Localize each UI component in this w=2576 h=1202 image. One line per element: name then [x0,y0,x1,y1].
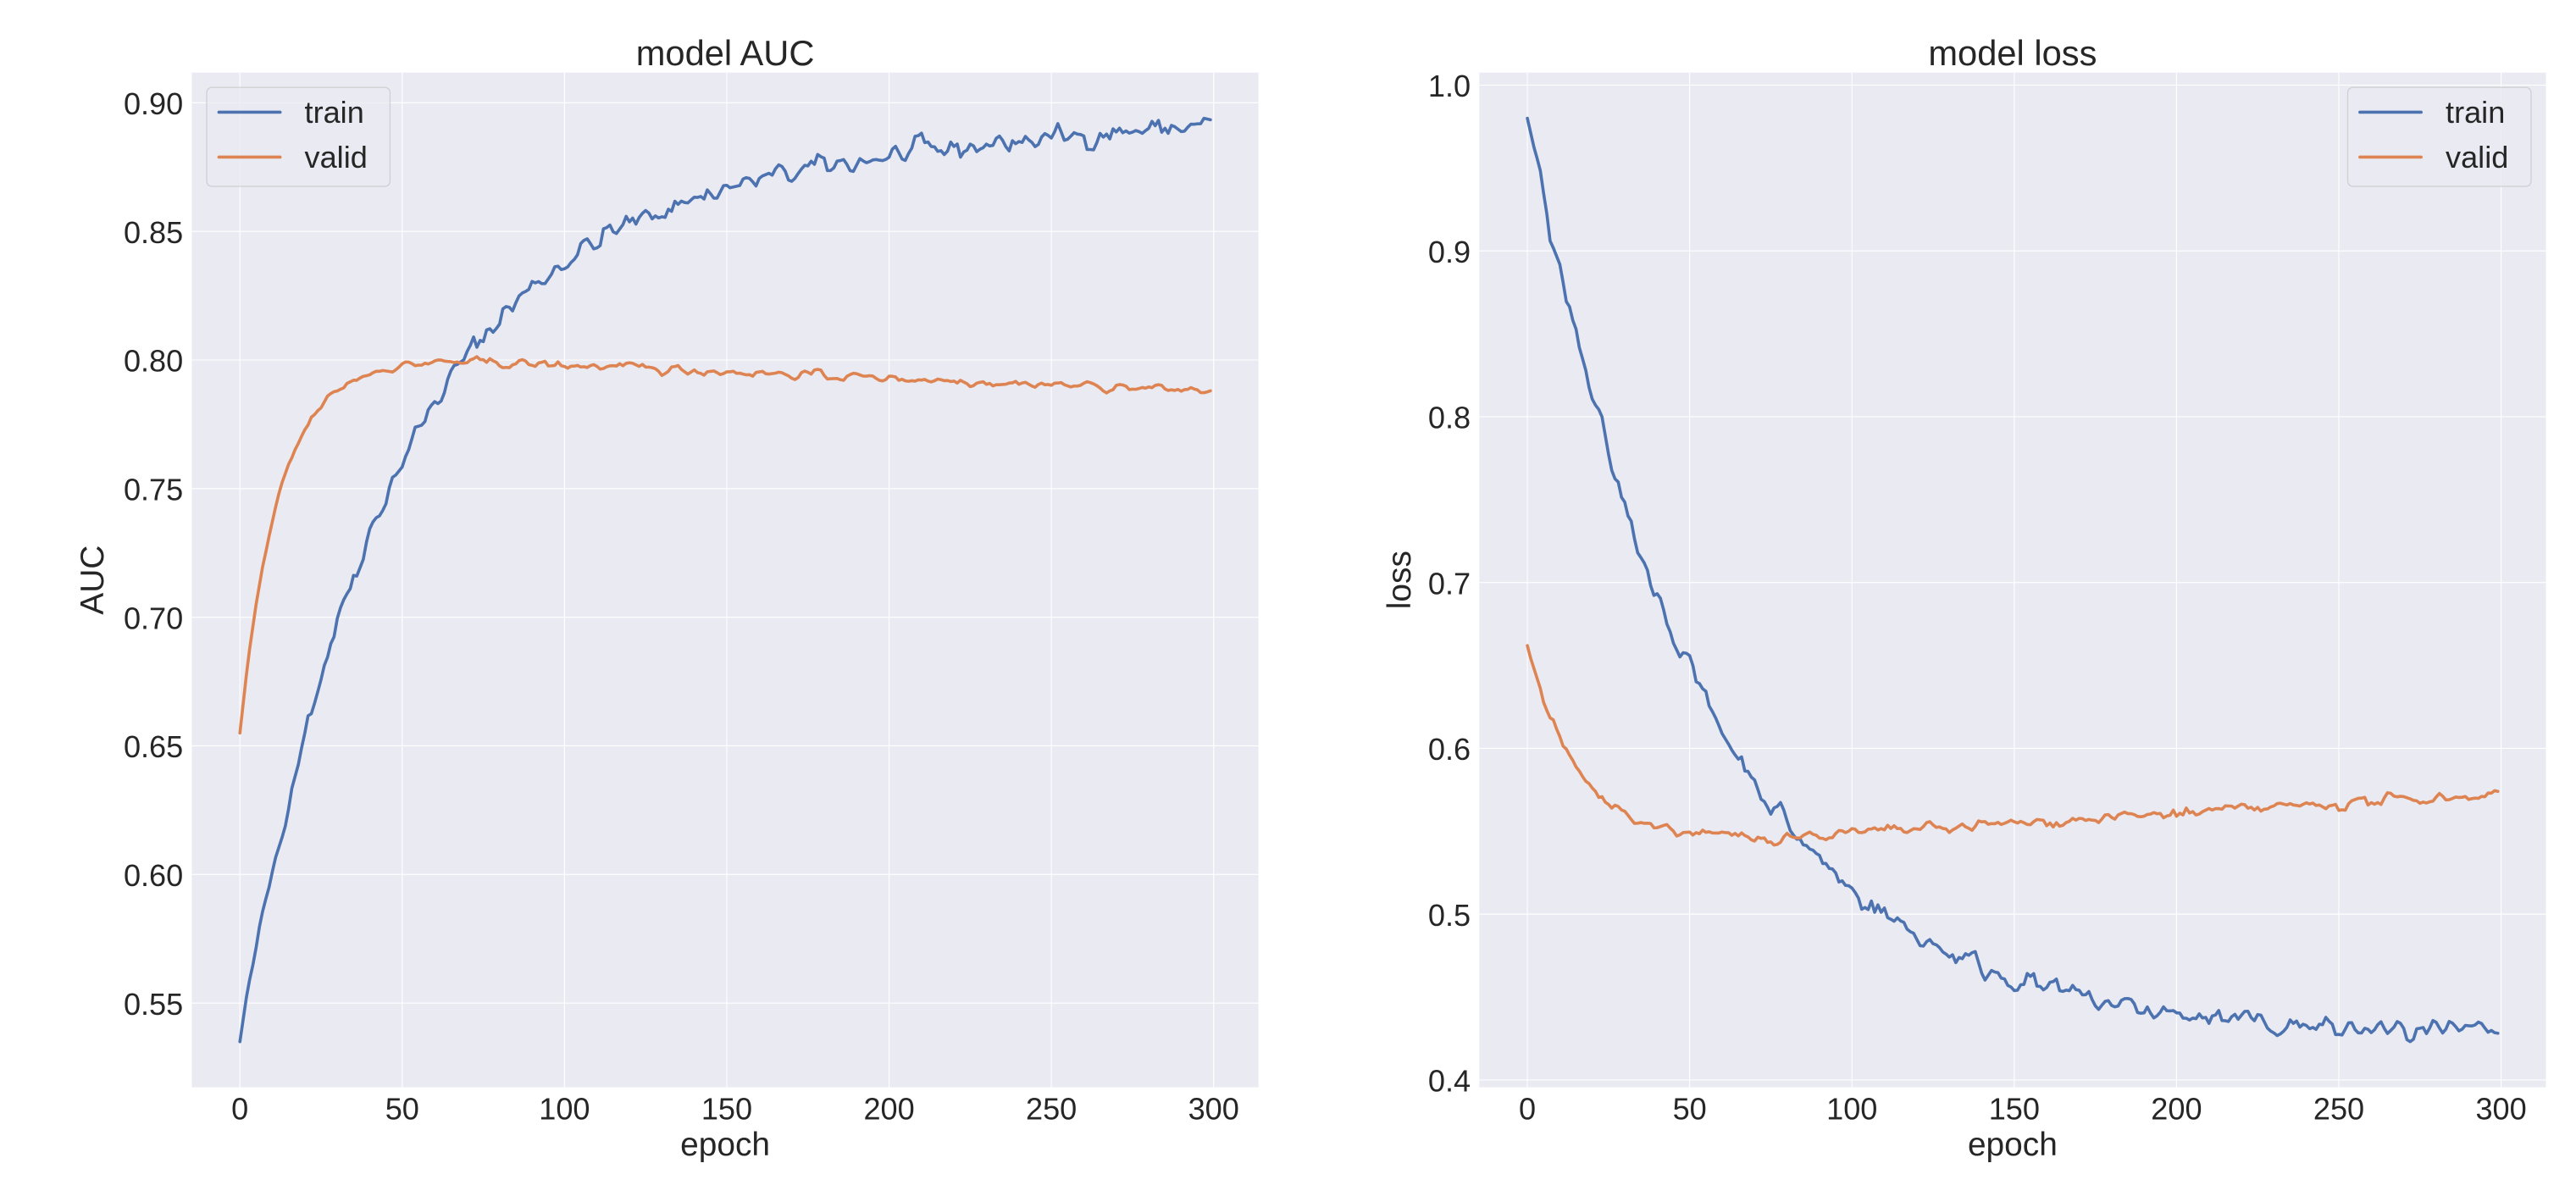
svg-text:loss: loss [1382,551,1418,609]
svg-text:0.4: 0.4 [1428,1064,1471,1099]
svg-text:100: 100 [539,1091,590,1126]
svg-text:AUC: AUC [75,546,111,615]
svg-text:50: 50 [1673,1091,1707,1126]
svg-text:150: 150 [1989,1091,2040,1126]
svg-text:200: 200 [2151,1091,2202,1126]
svg-text:0.65: 0.65 [124,729,183,764]
svg-text:0.9: 0.9 [1428,235,1471,269]
svg-text:model AUC: model AUC [636,33,815,73]
svg-text:train: train [2446,95,2505,130]
svg-text:250: 250 [2313,1091,2364,1126]
svg-text:0.55: 0.55 [124,987,183,1022]
svg-text:0.80: 0.80 [124,344,183,379]
svg-text:150: 150 [701,1091,752,1126]
svg-text:100: 100 [1826,1091,1877,1126]
svg-text:0: 0 [1519,1091,1536,1126]
svg-text:epoch: epoch [680,1127,770,1163]
svg-text:50: 50 [385,1091,419,1126]
svg-text:valid: valid [305,140,368,174]
svg-text:0.8: 0.8 [1428,401,1471,435]
svg-text:1.0: 1.0 [1428,69,1471,103]
svg-text:0: 0 [231,1091,248,1126]
svg-text:0.70: 0.70 [124,601,183,635]
svg-text:0.85: 0.85 [124,215,183,250]
svg-text:200: 200 [863,1091,914,1126]
svg-text:300: 300 [2475,1091,2526,1126]
svg-text:0.7: 0.7 [1428,566,1471,601]
svg-text:epoch: epoch [1968,1127,2058,1163]
svg-text:0.6: 0.6 [1428,732,1471,767]
svg-text:0.90: 0.90 [124,86,183,121]
svg-text:0.75: 0.75 [124,473,183,507]
svg-text:valid: valid [2446,140,2508,174]
svg-text:model loss: model loss [1928,33,2097,73]
svg-text:250: 250 [1026,1091,1077,1126]
svg-text:0.5: 0.5 [1428,898,1471,933]
svg-text:0.60: 0.60 [124,858,183,893]
svg-text:300: 300 [1188,1091,1239,1126]
svg-text:train: train [305,95,364,130]
